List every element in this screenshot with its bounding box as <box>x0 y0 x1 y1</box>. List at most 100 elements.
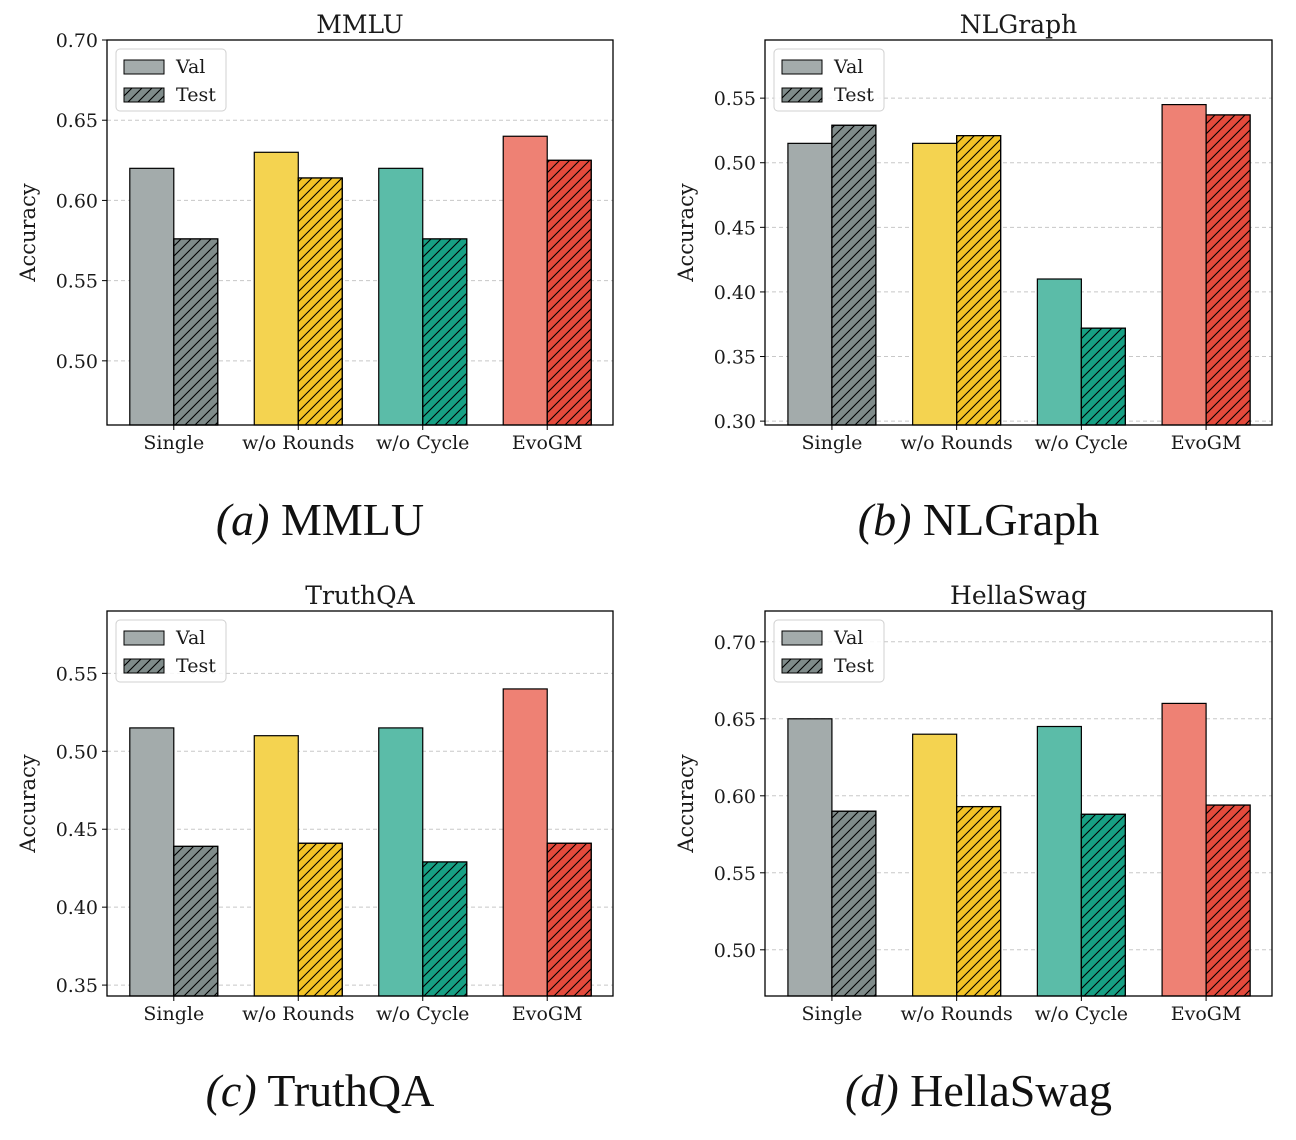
bar-val-w-o-rounds <box>912 142 958 426</box>
bar-hatch <box>1205 114 1251 426</box>
caption-letter: (a) <box>216 494 270 545</box>
bar-val-evogm <box>502 135 548 426</box>
bar-val-w-o-rounds <box>253 151 299 426</box>
x-tick-label: EvoGM <box>512 1003 583 1025</box>
x-tick-label: w/o Rounds <box>242 1003 354 1025</box>
legend-swatch-hatch <box>123 87 165 103</box>
x-tick-label: w/o Cycle <box>376 432 469 454</box>
bar-hatch <box>173 238 219 426</box>
x-tick-label: Single <box>143 1003 204 1025</box>
bar-hatch <box>546 842 592 997</box>
y-tick-label: 0.40 <box>714 282 756 304</box>
panel-caption: (b) NLGraph <box>858 494 1099 545</box>
bar-hatch <box>1080 327 1126 426</box>
legend-label: Test <box>176 655 216 677</box>
legend-swatch-hatch <box>123 658 165 674</box>
legend-swatch-val <box>123 630 165 646</box>
bar-hatch <box>831 124 877 426</box>
legend-swatch-val <box>781 630 823 646</box>
y-tick-label: 0.50 <box>56 351 98 373</box>
caption-name: TruthQA <box>257 1065 435 1116</box>
panel-caption: (d) HellaSwag <box>845 1065 1112 1116</box>
caption-name: NLGraph <box>911 494 1099 545</box>
bar-val-w-o-rounds <box>253 735 299 997</box>
y-tick-label: 0.55 <box>56 663 98 685</box>
x-tick-label: Single <box>802 432 863 454</box>
legend-label: Test <box>176 84 216 106</box>
y-tick-label: 0.55 <box>714 88 756 110</box>
y-tick-label: 0.30 <box>714 411 756 433</box>
chart-title: MMLU <box>316 10 404 39</box>
legend-label: Test <box>834 84 874 106</box>
x-tick-label: EvoGM <box>512 432 583 454</box>
y-tick-label: 0.70 <box>714 632 756 654</box>
bar-val-w-o-cycle <box>378 167 424 426</box>
legend-label: Val <box>175 627 205 649</box>
caption-letter: (b) <box>858 494 912 545</box>
y-tick-label: 0.65 <box>714 709 756 731</box>
bar-hatch <box>956 135 1002 426</box>
caption-letter: (c) <box>206 1065 257 1116</box>
caption-name: HellaSwag <box>899 1065 1112 1116</box>
axes-frame <box>764 39 1273 426</box>
y-tick-label: 0.55 <box>714 863 756 885</box>
legend-swatch-hatch <box>781 87 823 103</box>
bar-hatch <box>173 845 219 997</box>
y-tick-label: 0.70 <box>56 30 98 52</box>
bar-val-w-o-cycle <box>1036 278 1082 426</box>
bar-val-w-o-cycle <box>1036 725 1082 997</box>
panel-caption: (c) TruthQA <box>206 1065 435 1116</box>
bar-hatch <box>956 805 1002 997</box>
chart-panel-truthqa: Single w/o Rounds w/o Cycle EvoGM 0.35 0.40 0.… <box>16 581 614 1116</box>
x-tick-label: w/o Rounds <box>901 1003 1013 1025</box>
chart-title: TruthQA <box>305 581 415 610</box>
y-tick-label: 0.45 <box>56 819 98 841</box>
bar-hatch <box>297 177 343 426</box>
bar-val-w-o-cycle <box>378 727 424 997</box>
legend-label: Val <box>833 56 863 78</box>
chart-panel-nlgraph: Single w/o Rounds w/o Cycle EvoGM 0.30 0.35 0.… <box>674 10 1273 545</box>
y-tick-label: 0.60 <box>714 786 756 808</box>
bar-val-evogm <box>502 688 548 997</box>
bar-val-w-o-rounds <box>912 733 958 997</box>
bar-hatch <box>422 861 468 997</box>
y-axis-label: Accuracy <box>674 754 698 854</box>
y-axis-label: Accuracy <box>16 754 40 854</box>
x-tick-label: w/o Cycle <box>1035 432 1128 454</box>
axes-frame <box>764 610 1273 997</box>
chart-title: NLGraph <box>960 10 1077 39</box>
y-tick-label: 0.35 <box>714 347 756 369</box>
y-tick-label: 0.35 <box>56 975 98 997</box>
chart-panel-hellaswag: Single w/o Rounds w/o Cycle EvoGM 0.50 0.55 0.… <box>674 581 1273 1116</box>
axes-frame <box>106 39 614 426</box>
bar-hatch <box>422 238 468 426</box>
x-tick-label: Single <box>143 432 204 454</box>
legend-swatch-val <box>123 59 165 75</box>
y-tick-label: 0.40 <box>56 897 98 919</box>
legend-label: Val <box>833 627 863 649</box>
bar-val-single <box>787 718 833 997</box>
caption-letter: (d) <box>845 1065 899 1116</box>
chart-panel-mmlu: Single w/o Rounds w/o Cycle EvoGM 0.50 0.55 0.… <box>16 10 614 545</box>
y-tick-label: 0.65 <box>56 110 98 132</box>
bar-val-single <box>129 727 175 997</box>
bar-val-evogm <box>1161 702 1207 997</box>
bar-hatch <box>1080 813 1126 997</box>
x-tick-label: w/o Cycle <box>1035 1003 1128 1025</box>
bar-hatch <box>297 842 343 997</box>
legend-label: Test <box>834 655 874 677</box>
bar-hatch <box>831 810 877 997</box>
x-tick-label: w/o Rounds <box>242 432 354 454</box>
x-tick-label: EvoGM <box>1171 432 1242 454</box>
legend-swatch-val <box>781 59 823 75</box>
bar-hatch <box>1205 804 1251 997</box>
bar-val-single <box>129 167 175 426</box>
y-tick-label: 0.50 <box>714 153 756 175</box>
x-tick-label: EvoGM <box>1171 1003 1242 1025</box>
bar-val-single <box>787 142 833 426</box>
x-tick-label: w/o Rounds <box>901 432 1013 454</box>
y-tick-label: 0.60 <box>56 190 98 212</box>
chart-title: HellaSwag <box>950 581 1087 610</box>
legend-label: Val <box>175 56 205 78</box>
